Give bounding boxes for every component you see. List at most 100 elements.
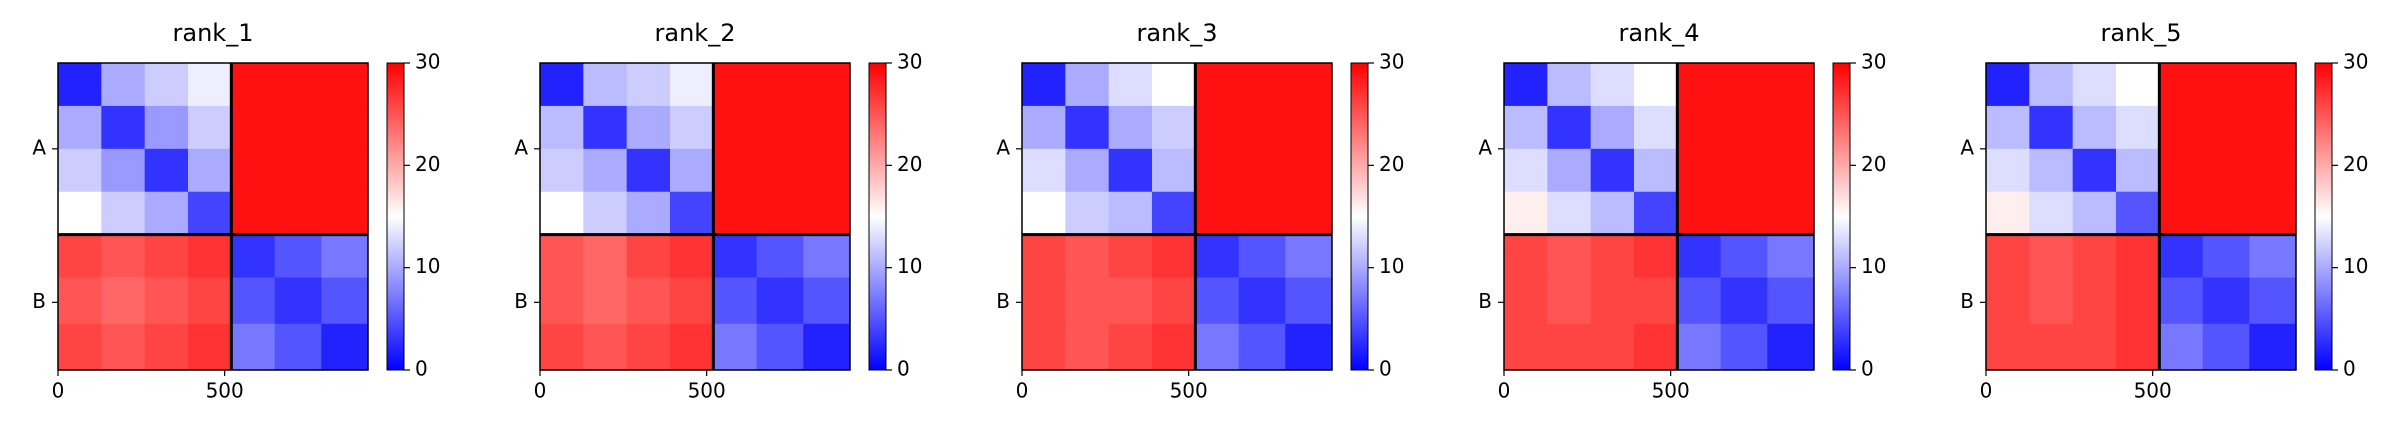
heatmap-cell: [1108, 234, 1153, 279]
heatmap-cell: [1504, 105, 1548, 150]
heatmap-cell: [231, 63, 276, 107]
heatmap-cell: [1504, 148, 1548, 193]
colorbar-tick-label: 10: [897, 254, 922, 278]
heatmap-cell: [321, 105, 369, 150]
heatmap-cell: [1238, 191, 1286, 236]
heatmap-cell: [188, 234, 232, 279]
heatmap-cell: [540, 63, 584, 107]
plot-frame: [539, 62, 851, 371]
heatmap-cell: [144, 234, 189, 279]
heatmap-cell: [1677, 277, 1722, 325]
x-tick-label: 0: [1016, 379, 1029, 403]
heatmap-cell: [2029, 323, 2074, 371]
heatmap-cell: [274, 148, 322, 193]
heatmap-cell: [713, 323, 758, 371]
heatmap-cell: [2029, 148, 2074, 193]
heatmap-cell: [1238, 148, 1286, 193]
colorbar-tick-label: 10: [415, 254, 440, 278]
heatmap-cell: [58, 148, 102, 193]
heatmap-cell: [1720, 63, 1768, 107]
heatmap-cell: [1152, 105, 1196, 150]
heatmap-cell: [1504, 277, 1548, 325]
colorbar-tick-label: 20: [415, 152, 440, 176]
heatmap-cell: [1547, 323, 1592, 371]
heatmap-panel: rank_4 0 500 A B 0 10 20 30: [1478, 19, 1886, 403]
heatmap-cell: [2202, 105, 2250, 150]
heatmap-cell: [1634, 323, 1678, 371]
heatmap-cell: [2029, 105, 2074, 150]
heatmap-cell: [1285, 148, 1333, 193]
heatmap-cell: [2029, 63, 2074, 107]
heatmap-cell: [713, 63, 758, 107]
plot-frame: [1503, 62, 1815, 371]
heatmap-cell: [1986, 323, 2030, 371]
heatmap-cell: [1720, 148, 1768, 193]
heatmap-cell: [101, 105, 146, 150]
heatmap-cell: [2249, 277, 2297, 325]
heatmap-cell: [101, 277, 146, 325]
heatmap-cell: [713, 191, 758, 236]
heatmap-cell: [144, 277, 189, 325]
heatmap-cell: [803, 234, 851, 279]
heatmap-cell: [1238, 277, 1286, 325]
heatmap-cell: [803, 191, 851, 236]
y-tick-label: B: [514, 289, 528, 313]
y-tick-label: B: [996, 289, 1010, 313]
heatmap-cell: [1767, 63, 1815, 107]
colorbar-tick-label: 20: [1861, 152, 1886, 176]
heatmap-cell: [1022, 191, 1066, 236]
heatmap-cell: [274, 63, 322, 107]
heatmap-cell: [101, 323, 146, 371]
heatmap-cell: [231, 323, 276, 371]
heatmap-cell: [1547, 105, 1592, 150]
heatmap-cell: [1065, 105, 1110, 150]
heatmap-cell: [188, 277, 232, 325]
heatmap-cell: [144, 323, 189, 371]
heatmap-cell: [1022, 63, 1066, 107]
heatmap-cell: [756, 277, 804, 325]
x-tick-label: 0: [1980, 379, 1993, 403]
heatmap-cell: [1285, 323, 1333, 371]
heatmap-cell: [670, 323, 714, 371]
colorbar-tick-label: 30: [1861, 50, 1886, 74]
heatmap-cell: [1504, 63, 1548, 107]
heatmap-cell: [626, 277, 671, 325]
heatmap-cell: [274, 323, 322, 371]
y-tick-label: A: [32, 135, 46, 159]
colorbar: [868, 62, 887, 371]
heatmap-cell: [540, 277, 584, 325]
heatmap-cell: [1547, 63, 1592, 107]
heatmap-cell: [274, 105, 322, 150]
heatmap-cell: [2072, 323, 2117, 371]
heatmap-cell: [1767, 148, 1815, 193]
heatmap-cell: [321, 277, 369, 325]
heatmap-cell: [583, 105, 628, 150]
heatmap-cell: [1677, 191, 1722, 236]
panel-title: rank_1: [173, 19, 254, 47]
x-tick-label: 0: [52, 379, 65, 403]
heatmap-cell: [58, 277, 102, 325]
heatmap-cell: [1195, 191, 1240, 236]
heatmap-panel: rank_1 0 500 A B 0 10 20 30: [32, 19, 440, 403]
panel-title: rank_3: [1137, 19, 1218, 47]
heatmap-cell: [1195, 323, 1240, 371]
heatmap-cell: [2159, 191, 2204, 236]
heatmap-cell: [540, 234, 584, 279]
panel-title: rank_4: [1619, 19, 1700, 47]
heatmap-cell: [1720, 191, 1768, 236]
heatmap-cell: [626, 191, 671, 236]
heatmap-cell: [1986, 234, 2030, 279]
heatmap-cell: [1634, 105, 1678, 150]
heatmap-cell: [583, 323, 628, 371]
heatmap-cell: [1986, 63, 2030, 107]
y-tick-label: B: [1960, 289, 1974, 313]
heatmap-cell: [713, 277, 758, 325]
heatmap-cell: [2202, 323, 2250, 371]
heatmap-cell: [188, 323, 232, 371]
colorbar-tick-label: 0: [1861, 357, 1874, 381]
heatmap-cell: [1720, 277, 1768, 325]
y-tick-label: A: [1960, 135, 1974, 159]
colorbar-tick-label: 30: [2343, 50, 2368, 74]
heatmap-cell: [670, 63, 714, 107]
heatmap-cell: [1504, 191, 1548, 236]
